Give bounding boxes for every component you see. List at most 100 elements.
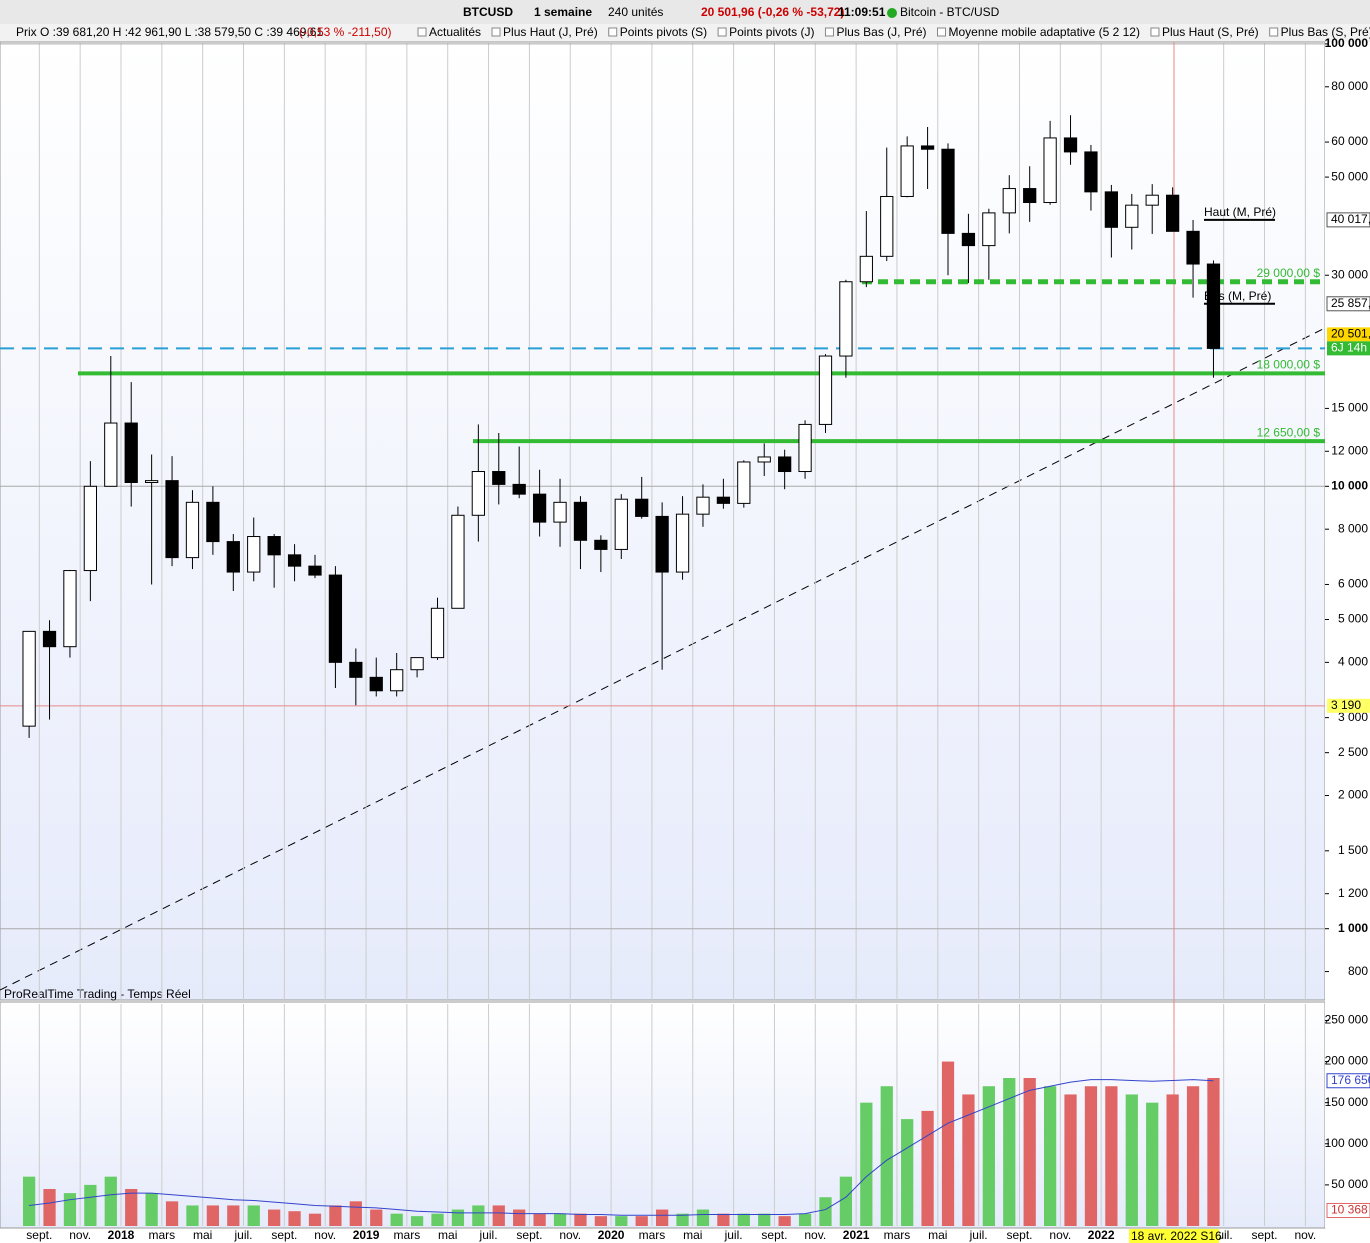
candle-body	[22, 630, 36, 727]
x-tick-label: nov.	[804, 1228, 826, 1242]
indicator-checkbox[interactable]	[937, 27, 946, 37]
candle-body	[1043, 137, 1057, 204]
candle-body	[471, 471, 485, 516]
candle-body	[1084, 151, 1098, 193]
axis-box	[1327, 698, 1370, 713]
indicator-checkbox[interactable]	[491, 27, 501, 37]
indicator-item[interactable]: Points pivots (J)	[729, 25, 814, 39]
candle-body	[594, 539, 608, 550]
x-tick-label: juil.	[969, 1228, 988, 1242]
axis-box	[1326, 1202, 1370, 1218]
indicator-bar	[0, 24, 1370, 42]
volume-bar	[370, 1209, 383, 1226]
y-tick-label: 150 000	[1325, 1095, 1369, 1109]
indicator-item[interactable]: Plus Bas (S, Pré)	[1281, 25, 1370, 39]
price-info: Prix O :39 681,20 H :42 961,90 L :38 579…	[16, 25, 323, 39]
x-tick-label: mai	[928, 1228, 947, 1242]
indicator-item[interactable]: Plus Haut (J, Pré)	[503, 25, 598, 39]
indicator-checkbox[interactable]	[608, 27, 618, 37]
right-axis	[1325, 42, 1370, 1228]
volume-bar	[533, 1213, 546, 1226]
x-tick-label: nov.	[559, 1228, 581, 1242]
axis-box	[1327, 327, 1370, 342]
candle-body	[63, 570, 77, 648]
indicator-item[interactable]: Moyenne mobile adaptative (5 2 12)	[949, 25, 1140, 39]
candle-body	[839, 281, 853, 357]
volume-bar	[696, 1209, 710, 1226]
x-tick-label: sept.	[26, 1228, 52, 1242]
indicator-checkbox[interactable]	[1269, 27, 1279, 37]
volume-bar	[43, 1189, 56, 1226]
x-tick-label: juil.	[479, 1228, 498, 1242]
candle-body	[492, 471, 506, 485]
candle-body	[104, 422, 118, 487]
x-tick-label: sept.	[516, 1228, 542, 1242]
x-tick-label: nov.	[69, 1228, 91, 1242]
candle-body	[512, 483, 526, 495]
candle-body	[920, 145, 935, 150]
indicator-item[interactable]: Plus Haut (S, Pré)	[1162, 25, 1259, 39]
x-tick-label: nov.	[1294, 1228, 1316, 1242]
x-tick-label: 2020	[598, 1228, 625, 1242]
y-tick-label: 10 000	[1331, 478, 1368, 492]
marker-label: 40 017,7	[1331, 212, 1370, 226]
y-tick-label: 60 000	[1331, 134, 1368, 148]
candle-body	[328, 574, 343, 663]
y-tick-label: 3 000	[1338, 710, 1368, 724]
indicator-checkbox[interactable]	[417, 27, 427, 37]
indicator-item[interactable]: Plus Bas (J, Pré)	[836, 25, 926, 39]
candle-body	[42, 630, 57, 648]
volume-bar	[676, 1213, 689, 1226]
marker-tag: Haut (M, Pré)	[1204, 205, 1276, 219]
candle-body	[124, 422, 138, 484]
y-tick-label: 1 200	[1338, 886, 1368, 900]
y-tick-label: 80 000	[1331, 79, 1368, 93]
watermark: ProRealTime Trading - Temps Réel	[4, 987, 191, 1001]
candle-body	[287, 554, 302, 567]
volume-bar	[145, 1193, 158, 1226]
candle-body	[1186, 230, 1200, 265]
level-label: 18 000,00 $	[1257, 358, 1321, 372]
volume-bar	[574, 1213, 587, 1226]
x-tick-label: mai	[193, 1228, 212, 1242]
level-label: 12 650,00 $	[1257, 425, 1321, 439]
red-level-label: 3 190	[1331, 698, 1361, 712]
candle-body	[1002, 188, 1016, 214]
volume-bar	[615, 1216, 628, 1226]
date-label: 18 avr. 2022 S16	[1131, 1229, 1222, 1243]
y-tick-label: 800	[1348, 964, 1368, 978]
volume-bar	[656, 1209, 669, 1226]
symbol[interactable]: BTCUSD	[463, 5, 513, 19]
volume-panel	[0, 1001, 1326, 1229]
clock: 11:09:51	[838, 5, 886, 19]
y-tick-label: 15 000	[1331, 401, 1368, 415]
candle-body	[206, 501, 220, 543]
x-tick-label: 2022	[1088, 1228, 1115, 1242]
indicator-checkbox[interactable]	[824, 27, 834, 37]
period[interactable]: 1 semaine	[534, 5, 592, 19]
volume-bar	[758, 1213, 771, 1226]
candle-body	[1104, 191, 1118, 228]
volume-bar	[717, 1213, 730, 1226]
candle-body	[635, 498, 649, 517]
y-tick-label: 100 000	[1325, 36, 1369, 50]
volume-bar	[308, 1213, 322, 1226]
y-tick-label: 2 500	[1338, 745, 1368, 759]
y-tick-label: 250 000	[1325, 1013, 1369, 1027]
toolbar	[0, 0, 1370, 24]
indicator-item[interactable]: Points pivots (S)	[620, 25, 707, 39]
indicator-checkbox[interactable]	[1150, 27, 1160, 37]
units[interactable]: 240 unités	[608, 5, 663, 19]
volume-bar	[1003, 1078, 1016, 1226]
indicator-checkbox[interactable]	[717, 27, 727, 37]
x-tick-label: sept.	[761, 1228, 787, 1242]
volume-bar	[839, 1176, 853, 1226]
y-tick-label: 2 000	[1338, 788, 1368, 802]
indicator-item[interactable]: Actualités	[429, 25, 481, 39]
current-volume-label: 10 368	[1331, 1203, 1368, 1217]
price-change: (-0,53 % -211,50)	[299, 25, 392, 39]
y-tick-label: 200 000	[1325, 1054, 1369, 1068]
candle-body	[1125, 204, 1139, 228]
volume-bar	[492, 1205, 505, 1226]
y-tick-label: 1 000	[1338, 921, 1368, 935]
